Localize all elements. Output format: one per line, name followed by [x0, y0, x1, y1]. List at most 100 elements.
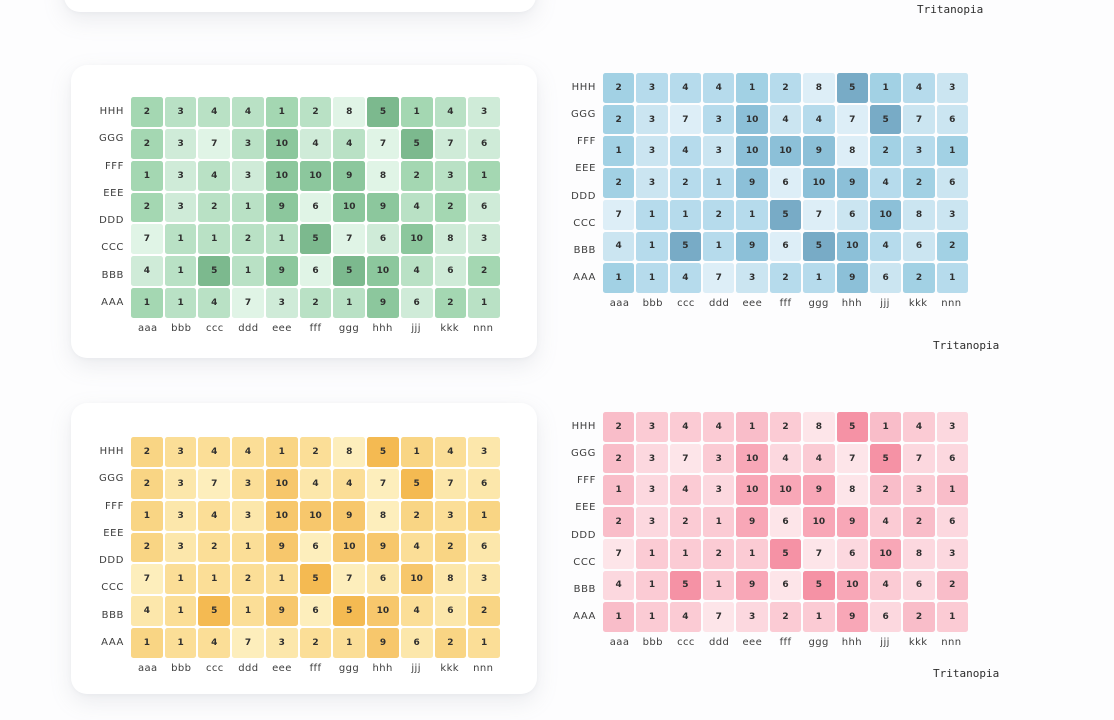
- cell-value: 9: [379, 638, 387, 649]
- heatmap-cell: 7: [232, 628, 264, 658]
- heatmap-cell: 3: [703, 443, 735, 474]
- heatmap-cell: 4: [669, 136, 702, 167]
- cell-value: 2: [143, 106, 150, 117]
- heatmap-cell: 7: [903, 104, 935, 135]
- heatmap-cell: 1: [468, 500, 500, 531]
- heatmap-cell: 4: [400, 192, 433, 223]
- cell-value: 8: [815, 421, 822, 432]
- heatmap-cell: 6: [769, 231, 802, 262]
- heatmap-cell: 2: [131, 192, 163, 223]
- row-label: FFF: [104, 160, 124, 172]
- col-label: bbb: [171, 323, 192, 334]
- cell-value: 2: [915, 273, 923, 284]
- cell-value: 7: [346, 574, 353, 585]
- y-axis-labels: HHH GGG FFF EEE DDD CCC BBB AAA: [556, 421, 596, 623]
- heatmap-cell: 10: [736, 475, 768, 506]
- cell-value: 3: [244, 510, 252, 521]
- heatmap-grid: 2 3 4 4 1 2 8 5 1 4 3 2 3 7 3 10 4 4 7 5 7 6 1 3 4 3 10 10 9 8 2 3 1 2 3 2 1…: [131, 437, 500, 658]
- heatmap-cell: 1: [636, 570, 668, 601]
- col-label: kkk: [908, 637, 928, 648]
- cell-value: 3: [177, 510, 184, 521]
- heatmap-cell: 3: [232, 500, 264, 531]
- heatmap-cell: 7: [803, 199, 835, 230]
- row-label: GGG: [570, 448, 596, 460]
- cell-value: 7: [849, 453, 856, 464]
- cell-value: 3: [480, 234, 488, 245]
- cell-value: 4: [882, 516, 889, 527]
- cell-value: 9: [346, 170, 353, 181]
- heatmap-cell: 2: [299, 97, 332, 127]
- cell-value: 1: [715, 580, 722, 591]
- heatmap-cell: 10: [333, 532, 366, 563]
- heatmap-cell: 8: [903, 199, 935, 230]
- cell-value: 4: [815, 114, 822, 125]
- cell-value: 9: [849, 612, 856, 623]
- cell-value: 2: [915, 516, 923, 527]
- heatmap-cell: 3: [636, 412, 668, 442]
- row-label: CCC: [573, 556, 596, 568]
- cell-value: 6: [782, 177, 789, 188]
- heatmap-cell: 6: [400, 628, 433, 658]
- heatmap-cell: 10: [299, 500, 332, 531]
- cell-value: 5: [312, 574, 319, 585]
- row-label: AAA: [101, 636, 124, 648]
- heatmap-cell: 2: [769, 412, 802, 442]
- heatmap-cell: 4: [299, 128, 332, 159]
- heatmap-cell: 1: [400, 437, 433, 467]
- cell-value: 5: [882, 453, 889, 464]
- cell-value: 10: [376, 266, 390, 277]
- cell-value: 1: [949, 273, 956, 284]
- cell-value: 1: [143, 170, 150, 181]
- heatmap-cell: 1: [603, 475, 635, 506]
- heatmap-cell: 1: [669, 199, 702, 230]
- cell-value: 5: [682, 241, 689, 252]
- cell-value: 2: [413, 170, 420, 181]
- row-label: FFF: [576, 475, 596, 487]
- cell-value: 7: [715, 273, 722, 284]
- cell-value: 7: [211, 138, 218, 149]
- heatmap-cell: 1: [232, 596, 264, 627]
- cell-value: 8: [447, 234, 454, 245]
- heatmap-cell: 8: [836, 136, 868, 167]
- heatmap-cell: 3: [164, 160, 197, 191]
- cell-value: 1: [244, 606, 252, 617]
- col-label: bbb: [171, 663, 192, 674]
- heatmap-cell: 3: [703, 475, 735, 506]
- heatmap-cell: 3: [164, 468, 197, 499]
- row-label: BBB: [101, 609, 124, 621]
- heatmap-cell: 4: [232, 437, 264, 467]
- cell-value: 9: [278, 202, 285, 213]
- heatmap-cell: 3: [636, 104, 668, 135]
- cell-value: 1: [177, 234, 184, 245]
- cell-value: 1: [648, 209, 656, 220]
- cell-value: 9: [278, 266, 285, 277]
- heatmap-cell: 6: [903, 570, 935, 601]
- heatmap-cell: 2: [299, 288, 332, 318]
- heatmap-cell: 6: [903, 231, 935, 262]
- cell-value: 4: [682, 485, 689, 496]
- cell-value: 4: [211, 298, 218, 309]
- heatmap-cell: 2: [232, 224, 264, 255]
- heatmap-cell: 10: [265, 468, 298, 499]
- cell-value: 3: [177, 446, 184, 457]
- heatmap-cell: 6: [434, 256, 467, 287]
- cell-value: 2: [882, 485, 889, 496]
- y-axis-labels: HHH GGG FFF EEE DDD CCC BBB AAA: [84, 446, 124, 649]
- heatmap-cell: 9: [265, 596, 298, 627]
- heatmap-cell: 4: [333, 128, 366, 159]
- cell-value: 9: [379, 202, 387, 213]
- heatmap-cell: 1: [468, 288, 500, 318]
- col-label: bbb: [642, 637, 663, 648]
- cell-value: 6: [480, 478, 488, 489]
- heatmap-cell: 3: [164, 532, 197, 563]
- cell-value: 5: [312, 234, 319, 245]
- cell-value: 4: [815, 453, 822, 464]
- cell-value: 4: [211, 638, 218, 649]
- heatmap-cell: 2: [669, 168, 702, 198]
- cell-value: 6: [915, 241, 923, 252]
- heatmap-cell: 3: [164, 97, 197, 127]
- heatmap-cell: 1: [636, 263, 668, 293]
- heatmap-cell: 4: [434, 97, 467, 127]
- cell-value: 1: [749, 421, 756, 432]
- col-label: fff: [779, 637, 792, 648]
